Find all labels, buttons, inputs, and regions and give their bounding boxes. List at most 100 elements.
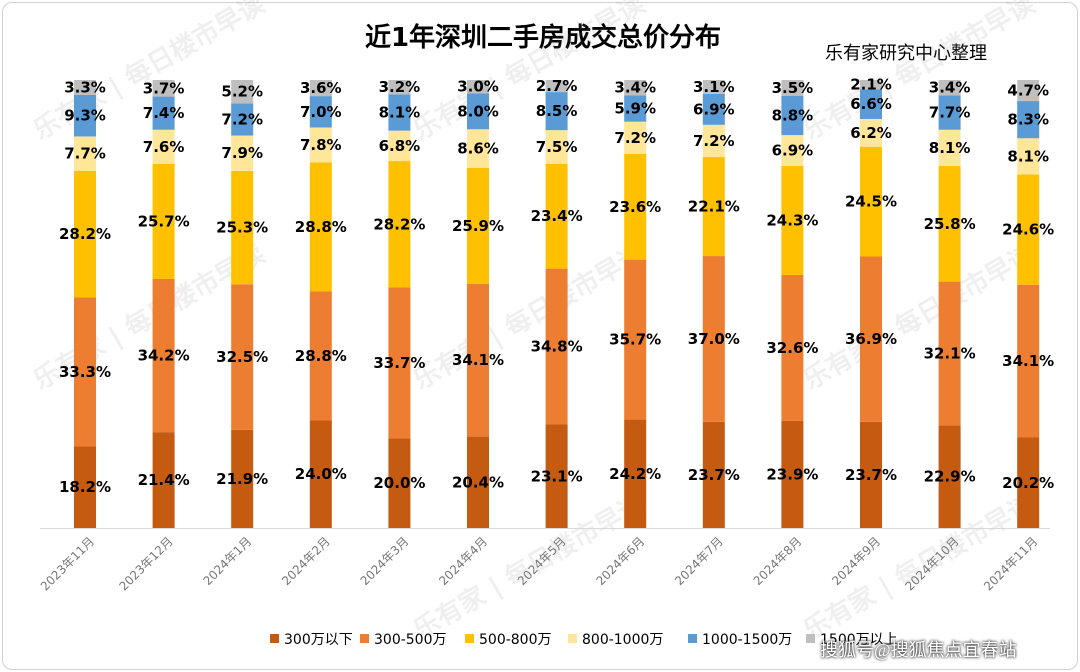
legend-label: 800-1000万	[582, 632, 663, 648]
bars-layer	[74, 80, 1040, 528]
value-label: 34.2%	[138, 347, 190, 365]
x-tick-label: 2024年1月	[200, 534, 254, 588]
x-tick-label: 2023年11月	[38, 534, 97, 593]
bar-segment	[781, 166, 804, 275]
legend-swatch	[688, 634, 697, 643]
value-label: 7.8%	[300, 136, 342, 154]
bar-segment	[74, 297, 96, 447]
value-label: 8.1%	[929, 139, 971, 157]
value-label: 24.5%	[845, 193, 897, 211]
bar-segment	[781, 95, 804, 136]
value-label: 7.2%	[614, 129, 656, 147]
bar-segment	[309, 162, 332, 292]
bar-segment	[74, 446, 96, 528]
value-label: 8.8%	[772, 106, 814, 124]
value-label: 6.2%	[850, 124, 892, 142]
x-tick-label: 2024年2月	[279, 534, 333, 588]
bar-segment	[624, 419, 647, 528]
value-label: 20.0%	[373, 474, 425, 492]
value-label: 20.2%	[1002, 474, 1054, 492]
value-label: 5.2%	[221, 83, 263, 101]
value-label: 3.3%	[64, 78, 106, 96]
value-label: 23.7%	[688, 466, 740, 484]
value-label: 28.8%	[295, 347, 347, 365]
value-label: 21.9%	[216, 470, 268, 488]
value-label: 18.2%	[59, 478, 111, 496]
bar-segment	[309, 127, 332, 163]
value-label: 8.3%	[1007, 111, 1049, 129]
value-label: 7.4%	[143, 104, 185, 122]
legend-label: 300万以下	[284, 632, 353, 648]
value-label: 7.7%	[929, 103, 971, 121]
bar-segment	[74, 136, 96, 171]
bar-segment	[309, 80, 332, 97]
bar-segment	[152, 129, 175, 164]
bar-segment	[74, 94, 96, 137]
value-label: 7.0%	[300, 103, 342, 121]
value-label: 7.2%	[221, 110, 263, 128]
value-label: 2.7%	[536, 77, 578, 95]
value-label: 3.5%	[772, 79, 814, 97]
value-label: 3.6%	[300, 79, 342, 97]
value-label: 3.1%	[693, 78, 735, 96]
legend-label: 500-800万	[479, 632, 552, 648]
bar-segment	[624, 153, 647, 260]
bar-segment	[231, 170, 254, 285]
corner-watermark: 搜狐号@搜狐焦点宜春站	[820, 640, 1017, 660]
bar-segment	[388, 161, 411, 288]
value-label: 23.6%	[609, 198, 661, 216]
bar-segment	[1017, 80, 1040, 102]
bar-segment	[545, 268, 568, 425]
value-label: 8.6%	[457, 140, 499, 158]
value-label: 24.2%	[609, 465, 661, 483]
watermark-text: 乐有家 | 每日楼市早读	[798, 0, 1040, 146]
bar-segment	[231, 135, 254, 171]
bar-segment	[1017, 174, 1040, 285]
x-tick-label: 2023年12月	[116, 534, 175, 593]
bar-segment	[152, 432, 175, 528]
value-label: 37.0%	[688, 330, 740, 348]
bar-segment	[309, 96, 332, 128]
legend-swatch	[568, 634, 577, 643]
bar-segment	[231, 103, 254, 136]
watermark-text: 乐有家 | 每日楼市早读	[408, 238, 650, 396]
bar-segment	[309, 420, 332, 528]
bar-segment	[702, 93, 725, 125]
bar-segment	[624, 80, 647, 96]
value-label: 25.7%	[138, 212, 190, 230]
value-label: 6.9%	[772, 142, 814, 160]
bar-segment	[231, 429, 254, 528]
bar-segment	[702, 421, 725, 528]
value-label: 9.3%	[64, 107, 106, 125]
bar-segment	[231, 284, 254, 430]
bar-segment	[467, 167, 489, 284]
bar-segment	[860, 421, 882, 528]
bar-segment	[938, 95, 961, 130]
value-label: 23.4%	[531, 207, 583, 225]
value-label: 3.4%	[614, 79, 656, 97]
bar-segment	[467, 80, 489, 94]
value-label: 23.9%	[766, 465, 818, 483]
value-label: 8.5%	[536, 102, 578, 120]
bar-segment	[467, 129, 489, 168]
bar-segment	[860, 256, 882, 422]
bar-segment	[388, 130, 411, 162]
x-tick-label: 2024年7月	[672, 534, 726, 588]
chart-title: 近1年深圳二手房成交总价分布	[364, 23, 722, 53]
value-label: 32.1%	[924, 345, 976, 363]
value-label: 28.2%	[373, 215, 425, 233]
bar-segment	[860, 80, 882, 90]
value-label: 34.1%	[452, 351, 504, 369]
value-label: 34.8%	[531, 338, 583, 356]
legend-swatch	[465, 634, 474, 643]
bar-segment	[1017, 437, 1040, 528]
value-label: 8.1%	[1007, 147, 1049, 165]
bar-segment	[467, 436, 489, 528]
value-label: 28.8%	[295, 218, 347, 236]
value-label: 7.5%	[536, 138, 578, 156]
bar-segment	[938, 129, 961, 167]
legend-label: 300-500万	[374, 632, 447, 648]
bar-segment	[938, 166, 961, 282]
bar-segment	[467, 93, 489, 130]
